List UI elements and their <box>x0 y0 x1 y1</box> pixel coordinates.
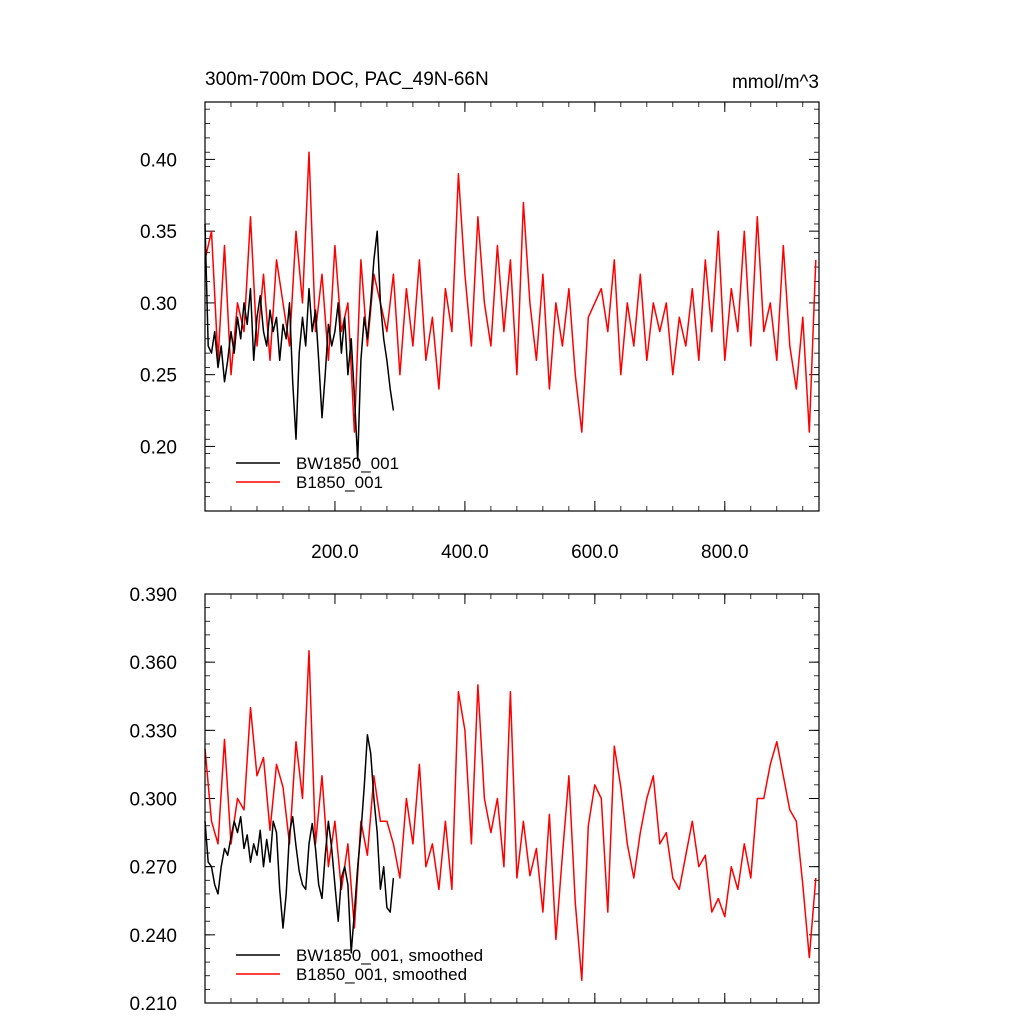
x-tick-label: 600.0 <box>571 542 619 563</box>
top-panel-series <box>204 151 817 462</box>
bottom-panel-frame <box>204 593 820 1004</box>
top-panel: 300m-700m DOC, PAC_49N-66N mmol/m^3 0.20… <box>140 69 820 563</box>
y-tick-label: 0.330 <box>129 721 177 742</box>
y-tick-label: 0.300 <box>129 790 177 811</box>
y-tick-label: 0.270 <box>129 858 177 879</box>
y-tick-label: 0.210 <box>129 994 177 1015</box>
top-panel-units: mmol/m^3 <box>732 72 819 93</box>
series-line-0 <box>204 223 395 462</box>
bottom-panel-ticks: 0.210 0.240 0.270 0.300 0.330 0.360 0.390 <box>129 585 819 1015</box>
y-tick-label: 0.35 <box>140 222 177 243</box>
x-tick-label: 200.0 <box>311 542 359 563</box>
y-tick-label: 0.360 <box>129 653 177 674</box>
top-panel-ticks: 0.20 0.25 0.30 0.35 0.40 200.0 400.0 600.0 800.0 <box>140 102 819 563</box>
legend-label: B1850_001 <box>296 473 383 492</box>
y-tick-label: 0.25 <box>140 366 177 387</box>
series-line-0 <box>204 734 395 954</box>
x-tick-label: 400.0 <box>441 542 489 563</box>
series-line-1 <box>204 650 817 982</box>
bottom-panel-series <box>204 650 817 982</box>
y-tick-label: 0.390 <box>129 585 177 606</box>
y-tick-label: 0.240 <box>129 926 177 947</box>
y-tick-label: 0.30 <box>140 294 177 315</box>
top-panel-title: 300m-700m DOC, PAC_49N-66N <box>205 69 489 90</box>
y-tick-label: 0.40 <box>140 150 177 171</box>
legend-label: BW1850_001, smoothed <box>296 946 483 965</box>
top-panel-frame <box>204 101 820 512</box>
bottom-panel: 0.210 0.240 0.270 0.300 0.330 0.360 0.390 BW18… <box>129 585 820 1015</box>
series-line-1 <box>204 151 817 433</box>
legend-label: B1850_001, smoothed <box>296 965 467 984</box>
legend-label: BW1850_001 <box>296 454 399 473</box>
x-tick-label: 800.0 <box>701 542 749 563</box>
y-tick-label: 0.20 <box>140 437 177 458</box>
